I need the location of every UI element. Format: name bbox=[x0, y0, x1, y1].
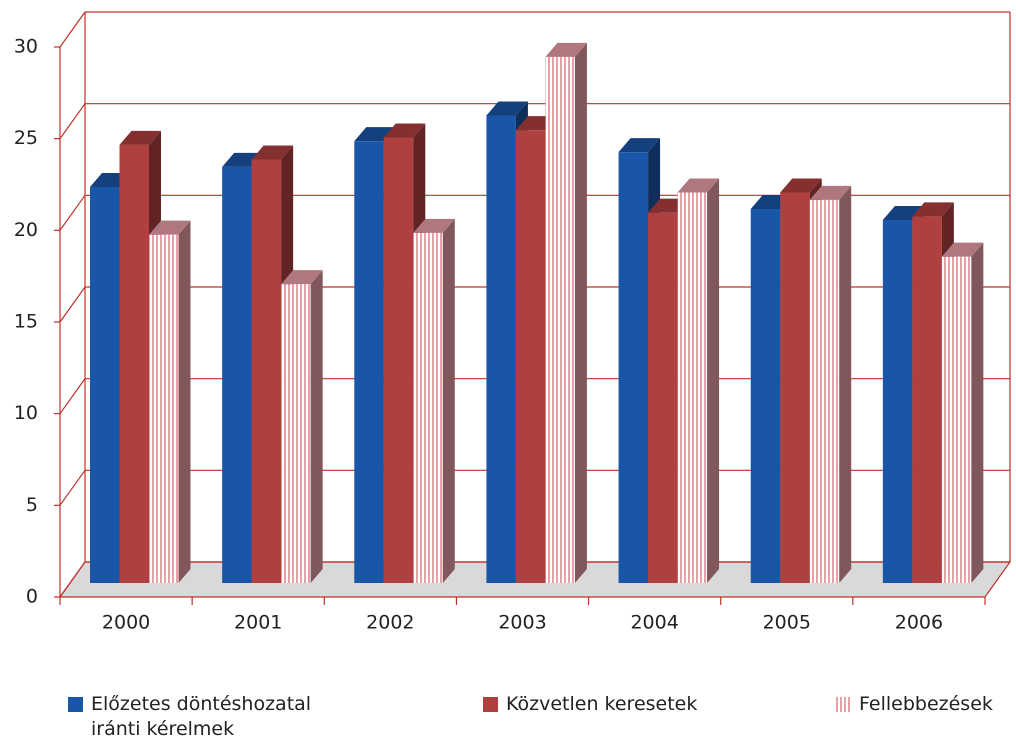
grid-line-side bbox=[59, 11, 86, 48]
x-tick-label: 2004 bbox=[630, 612, 678, 634]
y-tick-label: 30 bbox=[14, 36, 38, 58]
bar-top bbox=[281, 270, 323, 285]
x-tick-label: 2001 bbox=[234, 612, 282, 634]
bar-front bbox=[618, 152, 649, 583]
bar-front bbox=[354, 141, 384, 583]
bar-top bbox=[941, 242, 984, 257]
bar bbox=[941, 242, 984, 583]
bar bbox=[677, 178, 720, 583]
grid-line-side bbox=[59, 378, 86, 415]
bar-front bbox=[251, 159, 282, 583]
y-tick-label: 25 bbox=[14, 127, 38, 149]
bar bbox=[149, 220, 191, 583]
bar-front bbox=[90, 187, 120, 583]
bar bbox=[413, 218, 455, 584]
bar-top bbox=[809, 185, 852, 200]
bar bbox=[545, 42, 587, 584]
bar-side bbox=[707, 178, 720, 583]
bar-front bbox=[677, 192, 708, 583]
legend-label: Fellebbezések bbox=[859, 693, 993, 715]
bar-front bbox=[281, 284, 311, 583]
bar-top bbox=[618, 138, 661, 153]
x-tick-label: 2000 bbox=[102, 612, 150, 634]
grid-line-side bbox=[59, 194, 86, 231]
y-tick-label: 5 bbox=[26, 494, 38, 516]
chart: 0 5 10 15 20 25 30 2000 2001 2002 2003 2004 2005 2006 bbox=[14, 11, 1012, 634]
bar-front bbox=[119, 144, 149, 584]
legend-swatch bbox=[836, 697, 851, 712]
y-tick-label: 15 bbox=[14, 311, 38, 333]
bar-front bbox=[912, 216, 942, 584]
bar-front bbox=[486, 115, 516, 583]
bar-top bbox=[119, 130, 161, 145]
bar-front bbox=[809, 199, 840, 584]
bar-top bbox=[545, 42, 587, 57]
y-tick-label: 0 bbox=[26, 586, 38, 608]
legend-swatch bbox=[483, 697, 498, 712]
bar-top bbox=[413, 218, 455, 233]
bar-front bbox=[780, 192, 810, 583]
legend: Előzetes döntéshozatal iránti kérelmek Kö… bbox=[0, 690, 1016, 747]
bar-top bbox=[780, 178, 822, 193]
bar-top bbox=[383, 123, 426, 138]
bar-front bbox=[648, 212, 678, 583]
bar-front bbox=[941, 256, 972, 583]
x-tick-label: 2002 bbox=[366, 612, 414, 634]
legend-label: Előzetes döntéshozatal iránti kérelmek bbox=[91, 693, 312, 740]
x-tick-label: 2003 bbox=[498, 612, 546, 634]
grid-line-side bbox=[59, 469, 86, 506]
bar-top bbox=[486, 101, 528, 116]
bar-top bbox=[149, 220, 191, 235]
grid-line-side bbox=[59, 286, 86, 323]
legend-item: Közvetlen keresetek bbox=[483, 692, 783, 717]
legend-item: Előzetes döntéshozatal iránti kérelmek bbox=[68, 692, 358, 742]
bar-top bbox=[251, 145, 294, 160]
legend-item: Fellebbezések bbox=[836, 692, 1016, 717]
bar-side bbox=[178, 220, 191, 583]
y-tick-label: 20 bbox=[14, 219, 38, 241]
x-tick-label: 2005 bbox=[763, 612, 811, 634]
bar-front bbox=[882, 220, 913, 583]
bar bbox=[809, 185, 852, 584]
bar-side bbox=[442, 218, 455, 584]
bar-front bbox=[383, 137, 414, 583]
bar-front bbox=[545, 56, 575, 584]
grid-line-side bbox=[59, 103, 86, 140]
bar-front bbox=[750, 209, 781, 583]
x-tick-label: 2006 bbox=[895, 612, 943, 634]
legend-label: Közvetlen keresetek bbox=[506, 693, 698, 715]
bar-top bbox=[912, 202, 954, 217]
bar-side bbox=[971, 242, 984, 583]
bar-front bbox=[222, 166, 252, 584]
bar-side bbox=[839, 185, 852, 584]
bar-side bbox=[574, 42, 587, 584]
bar-side bbox=[310, 270, 323, 583]
bar bbox=[281, 270, 323, 583]
bar-top bbox=[677, 178, 720, 193]
grid-line-side bbox=[59, 561, 86, 598]
y-tick-label: 10 bbox=[14, 402, 38, 424]
bar-front bbox=[413, 232, 443, 584]
bar-front bbox=[515, 130, 546, 583]
bar-front bbox=[149, 234, 179, 583]
legend-swatch bbox=[68, 697, 83, 712]
